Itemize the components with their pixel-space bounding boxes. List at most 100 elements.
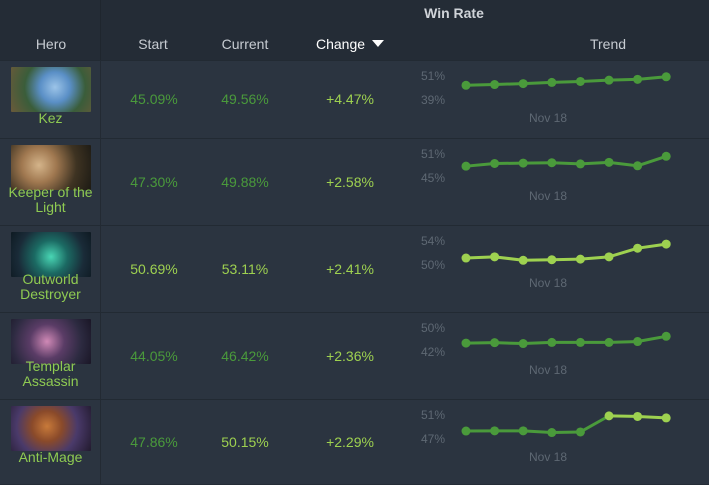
column-header-trend[interactable]: Trend	[590, 36, 626, 52]
start-winrate: 47.86%	[130, 434, 177, 450]
trend-point[interactable]	[576, 159, 585, 168]
trend-sparkline[interactable]: 51% 47% Nov 18	[410, 400, 709, 484]
trend-point[interactable]	[605, 411, 614, 420]
trend-point[interactable]	[462, 427, 471, 436]
hero-name-line: Keeper of the	[0, 185, 101, 200]
start-winrate: 47.30%	[130, 174, 177, 190]
trend-point[interactable]	[547, 78, 556, 87]
column-header-change[interactable]: Change	[316, 36, 384, 52]
caret-down-icon	[372, 40, 384, 47]
table-row[interactable]: Kez 45.09% 49.56% +4.47% 51% 39% Nov 18	[0, 60, 709, 138]
sparkline-chart	[410, 400, 709, 485]
trend-point[interactable]	[490, 159, 499, 168]
change-header-label: Change	[316, 36, 365, 52]
hero-cell[interactable]: Anti-Mage	[0, 400, 101, 484]
trend-point[interactable]	[576, 77, 585, 86]
trend-point[interactable]	[490, 426, 499, 435]
trend-sparkline[interactable]: 51% 45% Nov 18	[410, 139, 709, 225]
trend-point[interactable]	[633, 75, 642, 84]
current-winrate: 49.56%	[221, 91, 268, 107]
kez-portrait[interactable]	[11, 67, 91, 112]
trend-point[interactable]	[547, 255, 556, 264]
table-header: Win Rate Hero Start Current Change Trend	[0, 0, 709, 60]
winrate-change: +2.29%	[326, 434, 374, 450]
winrate-change: +2.36%	[326, 348, 374, 364]
win-rate-group-title: Win Rate	[424, 5, 484, 21]
anti-mage-portrait[interactable]	[11, 406, 91, 451]
current-winrate: 53.11%	[222, 261, 268, 277]
trend-point[interactable]	[662, 240, 671, 249]
trend-point[interactable]	[547, 338, 556, 347]
winrate-change: +2.41%	[326, 261, 374, 277]
trend-point[interactable]	[576, 338, 585, 347]
start-winrate: 44.05%	[130, 348, 177, 364]
trend-point[interactable]	[519, 79, 528, 88]
trend-point[interactable]	[576, 427, 585, 436]
hero-name-line: Destroyer	[0, 287, 101, 302]
start-winrate: 50.69%	[130, 261, 177, 277]
column-header-start[interactable]: Start	[138, 36, 168, 52]
trend-point[interactable]	[576, 255, 585, 264]
trend-point[interactable]	[519, 159, 528, 168]
hero-name-line: Kez	[0, 111, 101, 126]
trend-point[interactable]	[662, 332, 671, 341]
hero-cell[interactable]: Kez	[0, 61, 101, 138]
trend-point[interactable]	[633, 161, 642, 170]
trend-point[interactable]	[605, 76, 614, 85]
start-winrate: 45.09%	[130, 91, 177, 107]
column-header-current[interactable]: Current	[222, 36, 269, 52]
win-rate-group-header: Win Rate	[101, 5, 709, 21]
trend-point[interactable]	[633, 337, 642, 346]
hero-name-line: Light	[0, 200, 101, 215]
trend-point[interactable]	[490, 80, 499, 89]
trend-point[interactable]	[462, 81, 471, 90]
winrate-change: +2.58%	[326, 174, 374, 190]
table-row[interactable]: Anti-Mage 47.86% 50.15% +2.29% 51% 47% N…	[0, 399, 709, 484]
trend-point[interactable]	[662, 152, 671, 161]
trend-point[interactable]	[605, 158, 614, 167]
trend-point[interactable]	[633, 244, 642, 253]
trend-sparkline[interactable]: 50% 42% Nov 18	[410, 313, 709, 399]
hero-name-line: Anti-Mage	[0, 450, 101, 465]
trend-point[interactable]	[547, 158, 556, 167]
trend-point[interactable]	[519, 339, 528, 348]
trend-point[interactable]	[462, 162, 471, 171]
column-header-hero[interactable]: Hero	[36, 36, 66, 52]
trend-point[interactable]	[462, 254, 471, 263]
sparkline-chart	[410, 313, 709, 400]
trend-point[interactable]	[662, 72, 671, 81]
trend-point[interactable]	[490, 338, 499, 347]
current-winrate: 50.15%	[221, 434, 268, 450]
current-winrate: 49.88%	[221, 174, 268, 190]
trend-point[interactable]	[662, 413, 671, 422]
winrate-change: +4.47%	[326, 91, 374, 107]
hero-name-link[interactable]: Anti-Mage	[0, 450, 101, 465]
current-winrate: 46.42%	[221, 348, 268, 364]
sparkline-chart	[410, 226, 709, 313]
trend-point[interactable]	[605, 338, 614, 347]
trend-sparkline[interactable]: 54% 50% Nov 18	[410, 226, 709, 312]
sparkline-chart	[410, 61, 709, 139]
trend-point[interactable]	[519, 256, 528, 265]
trend-point[interactable]	[605, 252, 614, 261]
hero-name-line: Templar	[0, 359, 101, 374]
trend-point[interactable]	[519, 426, 528, 435]
trend-point[interactable]	[547, 428, 556, 437]
trend-point[interactable]	[633, 412, 642, 421]
sparkline-chart	[410, 139, 709, 226]
hero-name-line: Assassin	[0, 374, 101, 389]
trend-point[interactable]	[490, 252, 499, 261]
trend-point[interactable]	[462, 339, 471, 348]
trend-sparkline[interactable]: 51% 39% Nov 18	[410, 61, 709, 138]
hero-name-line: Outworld	[0, 272, 101, 287]
hero-name-link[interactable]: Kez	[0, 111, 101, 126]
